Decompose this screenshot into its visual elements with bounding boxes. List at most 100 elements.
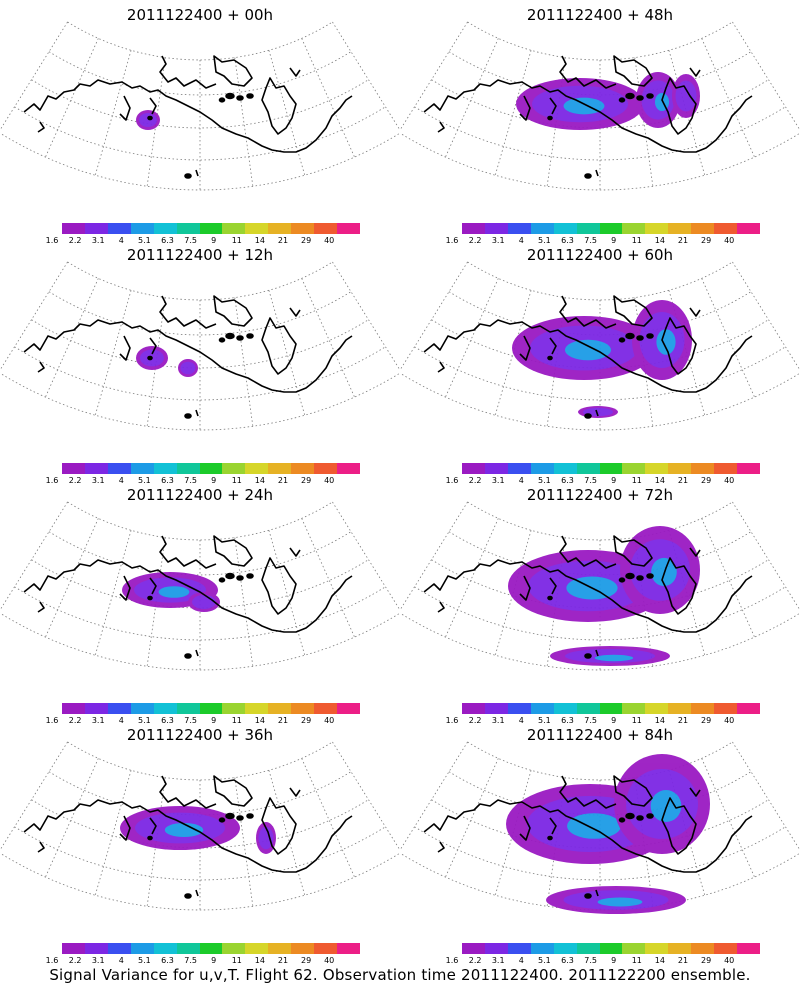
colorbar-swatch xyxy=(130,943,154,954)
colorbar-tick-label: 7.5 xyxy=(184,476,197,485)
colorbar-swatch xyxy=(599,463,623,474)
colorbar-swatch xyxy=(462,943,485,954)
colorbar-swatch xyxy=(714,943,738,954)
coastline xyxy=(423,295,753,419)
colorbar-tick-label: 4 xyxy=(118,956,124,965)
colorbar-swatch xyxy=(668,223,692,234)
colorbar xyxy=(462,223,760,234)
colorbar-swatch xyxy=(107,703,131,714)
colorbar-swatch xyxy=(291,703,315,714)
colorbar-tick-label: 6.3 xyxy=(561,236,574,245)
colorbar-tick-label: 4 xyxy=(518,236,524,245)
colorbar-swatch xyxy=(553,703,577,714)
colorbar-swatch xyxy=(553,223,577,234)
colorbar-swatch xyxy=(691,463,715,474)
colorbar-swatch xyxy=(530,463,554,474)
colorbar-tick-label: 11 xyxy=(231,476,242,485)
map-panel-84h: 2011122400 + 84h 1.6 2.2 3.1 4 5.1 6.3 7.5 9 11 1… xyxy=(400,720,800,965)
lat-lon-grid xyxy=(0,741,400,911)
colorbar-tick-label: 1.6 xyxy=(445,716,459,725)
colorbar-tick-label: 4 xyxy=(518,716,524,725)
colorbar-tick-label: 1.6 xyxy=(45,716,59,725)
colorbar-tick-label: 29 xyxy=(701,716,712,725)
polar-map xyxy=(0,501,400,671)
colorbar-swatch xyxy=(268,463,292,474)
map-panel-60h: 2011122400 + 60h 1.6 2.2 3.1 4 5.1 6.3 7.5 9 11 1… xyxy=(400,240,800,485)
panel-title: 2011122400 + 24h xyxy=(126,486,274,504)
colorbar-swatch xyxy=(222,943,246,954)
coastline xyxy=(23,775,353,899)
colorbar-swatch xyxy=(268,703,292,714)
colorbar-tick-label: 5.1 xyxy=(138,476,151,485)
colorbar-swatch xyxy=(668,463,692,474)
variance-contour-high xyxy=(597,897,643,907)
colorbar-swatch xyxy=(153,223,177,234)
colorbar xyxy=(462,463,760,474)
colorbar-tick-label: 6.3 xyxy=(561,956,574,965)
colorbar-tick-label: 21 xyxy=(677,476,689,485)
colorbar-swatch xyxy=(507,223,531,234)
colorbar-tick-label: 14 xyxy=(254,716,265,725)
colorbar-swatch xyxy=(130,223,154,234)
colorbar-tick-label: 5.1 xyxy=(138,716,151,725)
colorbar-swatch xyxy=(484,223,508,234)
colorbar-swatch xyxy=(222,463,246,474)
colorbar-tick-label: 11 xyxy=(631,716,642,725)
colorbar-swatch xyxy=(668,703,692,714)
colorbar-swatch xyxy=(314,223,338,234)
colorbar-tick-label: 3.1 xyxy=(491,476,505,485)
colorbar-tick-label: 7.5 xyxy=(184,956,197,965)
colorbar-tick-label: 6.3 xyxy=(161,476,174,485)
colorbar-tick-label: 9 xyxy=(211,716,217,725)
colorbar-swatch xyxy=(622,943,646,954)
colorbar-swatch xyxy=(530,703,554,714)
colorbar-tick-label: 11 xyxy=(631,476,642,485)
colorbar-swatch xyxy=(507,463,531,474)
colorbar-swatch xyxy=(462,223,485,234)
colorbar-swatch xyxy=(576,463,600,474)
colorbar-tick-label: 11 xyxy=(631,956,642,965)
colorbar-swatch xyxy=(107,463,131,474)
polar-map xyxy=(400,261,800,431)
colorbar-tick-label: 14 xyxy=(654,956,665,965)
colorbar xyxy=(62,943,360,954)
panel-title: 2011122400 + 36h xyxy=(126,726,274,744)
colorbar-tick-label: 3.1 xyxy=(91,236,105,245)
colorbar-swatch xyxy=(314,463,338,474)
colorbar-swatch xyxy=(62,463,85,474)
coastline xyxy=(23,535,353,659)
colorbar-swatch xyxy=(245,463,269,474)
colorbar-swatch xyxy=(62,223,85,234)
colorbar-swatch xyxy=(268,223,292,234)
colorbar-tick-label: 29 xyxy=(701,476,712,485)
colorbar-tick-label: 2.2 xyxy=(68,956,82,965)
colorbar-labels: 1.6 2.2 3.1 4 5.1 6.3 7.5 9 11 14 21 29 40 xyxy=(46,716,362,726)
lat-lon-grid xyxy=(0,501,400,671)
variance-field xyxy=(506,754,710,914)
map-panel-00h: 2011122400 + 00h 1.6 2.2 3.1 4 5.1 6.3 7.5 9 11 1… xyxy=(0,0,400,245)
colorbar xyxy=(62,223,360,234)
colorbar-swatch xyxy=(462,463,485,474)
colorbar-tick-label: 9 xyxy=(611,956,617,965)
colorbar-tick-label: 9 xyxy=(611,476,617,485)
colorbar-tick-label: 29 xyxy=(301,476,312,485)
colorbar-swatch xyxy=(622,223,646,234)
colorbar-tick-label: 40 xyxy=(324,236,335,245)
map-panel-48h: 2011122400 + 48h 1.6 2.2 3.1 4 5.1 6.3 7.5 9 11 1… xyxy=(400,0,800,245)
colorbar-tick-label: 21 xyxy=(277,236,289,245)
coastline xyxy=(423,775,753,899)
colorbar-swatch xyxy=(314,703,338,714)
polar-map xyxy=(400,501,800,671)
variance-contour-mid xyxy=(139,113,157,127)
panel-title: 2011122400 + 12h xyxy=(126,246,274,264)
variance-field xyxy=(136,110,160,130)
colorbar-tick-label: 1.6 xyxy=(445,956,459,965)
colorbar-tick-label: 5.1 xyxy=(538,956,551,965)
colorbar-swatch xyxy=(199,223,223,234)
colorbar-swatch xyxy=(714,463,738,474)
colorbar-tick-label: 6.3 xyxy=(561,476,574,485)
colorbar-swatch xyxy=(245,223,269,234)
colorbar-swatch xyxy=(576,703,600,714)
colorbar-tick-label: 3.1 xyxy=(91,956,105,965)
colorbar-tick-label: 29 xyxy=(301,236,312,245)
